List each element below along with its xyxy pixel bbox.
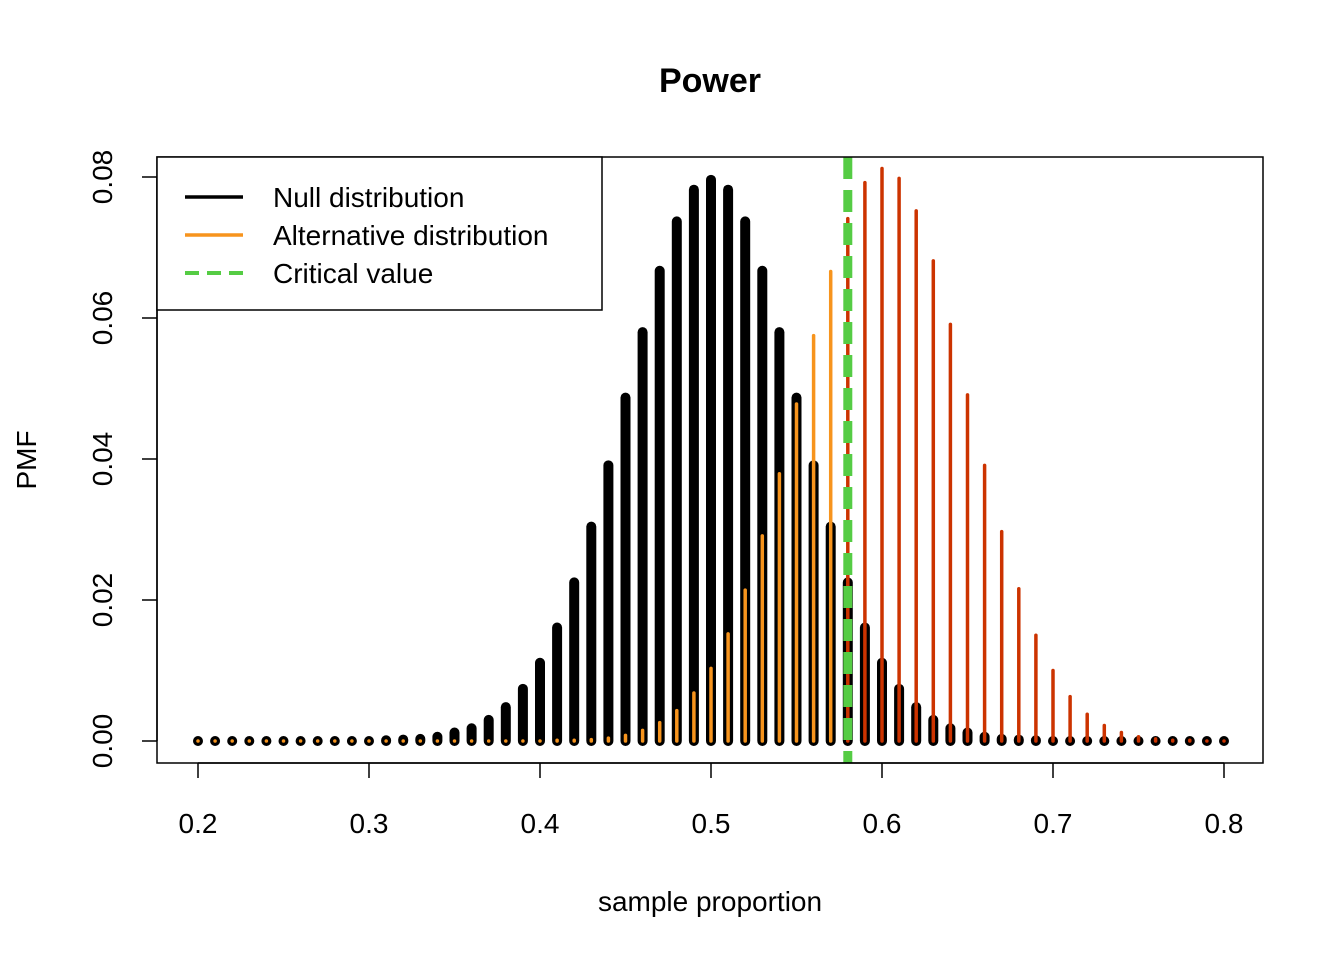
- y-tick-label: 0.06: [87, 291, 118, 346]
- y-tick-label: 0.04: [87, 432, 118, 487]
- legend-label: Critical value: [273, 258, 433, 289]
- x-axis-label: sample proportion: [598, 886, 822, 917]
- x-tick-label: 0.4: [521, 808, 560, 839]
- legend-label: Null distribution: [273, 182, 464, 213]
- legend: Null distribution Alternative distributio…: [156, 156, 603, 311]
- legend-label: Alternative distribution: [273, 220, 548, 251]
- y-tick-label: 0.08: [87, 150, 118, 205]
- x-tick-label: 0.7: [1034, 808, 1073, 839]
- x-tick-label: 0.5: [692, 808, 731, 839]
- y-tick-label: 0.00: [87, 714, 118, 769]
- x-tick-label: 0.8: [1205, 808, 1244, 839]
- x-tick-label: 0.2: [179, 808, 218, 839]
- y-tick-label: 0.02: [87, 573, 118, 628]
- chart-title: Power: [659, 62, 761, 100]
- y-axis: 0.00 0.02 0.04 0.06 0.08: [87, 150, 158, 769]
- x-tick-label: 0.6: [863, 808, 902, 839]
- y-axis-label: PMF: [11, 430, 42, 489]
- x-tick-label: 0.3: [350, 808, 389, 839]
- x-axis: 0.2 0.3 0.4 0.5 0.6 0.7 0.8: [179, 762, 1244, 839]
